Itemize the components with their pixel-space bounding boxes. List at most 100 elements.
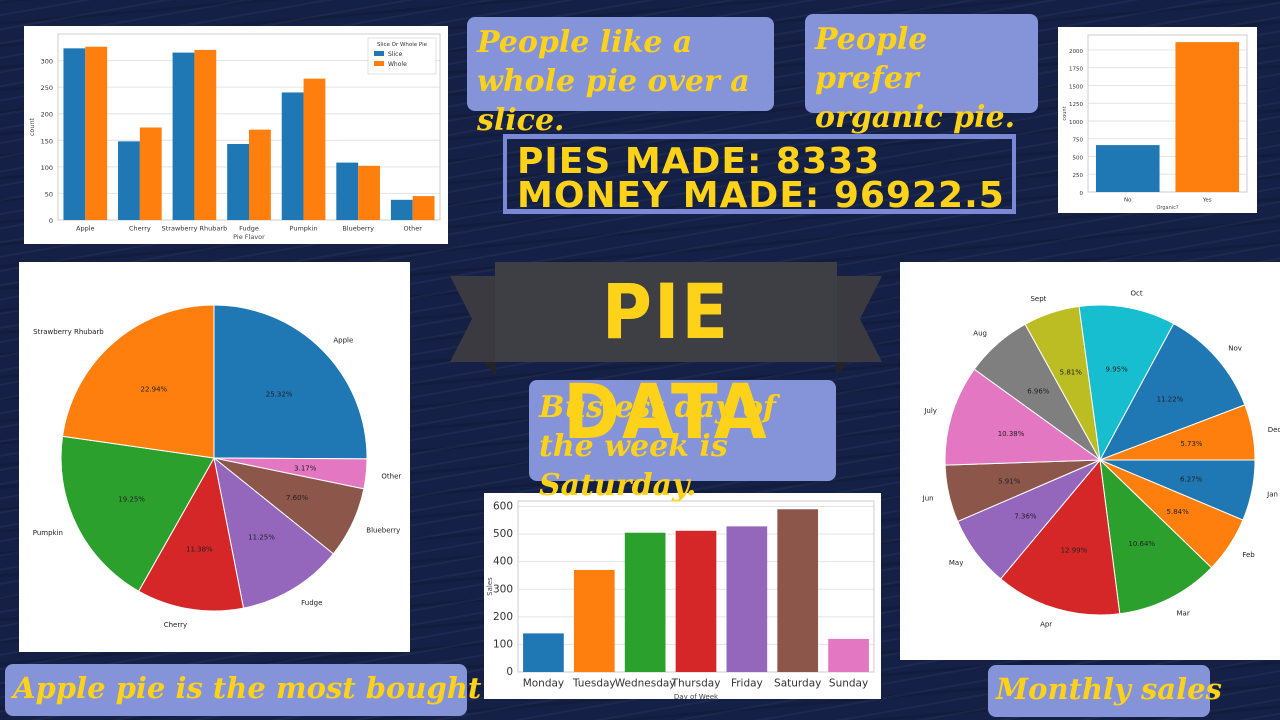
- pie-slice: [1098, 322, 1246, 461]
- ribbon-fold-right: [836, 362, 848, 376]
- y-tick-label: 1750: [1069, 67, 1083, 73]
- y-tick-label: 400: [493, 556, 513, 568]
- y-tick-label: 0: [506, 666, 513, 678]
- pie-category-label: Other: [381, 473, 401, 481]
- bar: [227, 144, 249, 220]
- x-tick-label: Other: [403, 225, 422, 233]
- pie-category-label: Jan: [1266, 491, 1278, 499]
- pie-pct-label: 11.22%: [1157, 396, 1184, 404]
- pie-category-label: Nov: [1228, 345, 1242, 353]
- pie-slice: [1078, 304, 1175, 462]
- y-tick-label: 300: [493, 583, 513, 595]
- y-tick-label: 500: [493, 528, 513, 540]
- pie-category-label: Cherry: [164, 621, 187, 629]
- x-tick-label: No: [1124, 198, 1132, 204]
- legend-swatch: [374, 61, 384, 66]
- y-tick-label: 200: [493, 611, 513, 623]
- bar: [336, 162, 359, 220]
- y-axis-label: count: [28, 117, 36, 136]
- bar: [85, 46, 108, 220]
- ribbon-fold-left: [484, 362, 496, 376]
- legend-title: Slice Or Whole Pie: [377, 42, 428, 48]
- pie-pct-label: 11.25%: [248, 534, 275, 542]
- bar: [303, 78, 326, 220]
- y-tick-label: 1250: [1069, 102, 1083, 108]
- y-tick-label: 2000: [1069, 49, 1083, 55]
- x-tick-label: Saturday: [774, 678, 821, 690]
- x-tick-label: Monday: [523, 678, 564, 690]
- bar: [281, 92, 304, 220]
- pie-pct-label: 25.32%: [266, 390, 293, 398]
- pie-slice: [60, 435, 215, 592]
- pie-pct-label: 7.60%: [286, 494, 309, 502]
- note-busiest-day: Busiest day of the week is Saturday.: [529, 380, 836, 503]
- pie-category-label: Sept: [1030, 295, 1046, 303]
- pie-slice: [213, 304, 368, 460]
- pie-pct-label: 5.81%: [1060, 369, 1083, 377]
- pie-pct-label: 12.99%: [1061, 546, 1088, 554]
- pie-slice: [999, 458, 1121, 616]
- pie-pct-label: 6.27%: [1180, 475, 1203, 483]
- x-tick-label: Cherry: [129, 225, 151, 233]
- y-tick-label: 0: [49, 217, 53, 225]
- title-banner-ribbon: [450, 276, 882, 376]
- y-tick-label: 250: [41, 84, 53, 92]
- pie-pct-label: 3.17%: [294, 465, 317, 473]
- pie-pct-label: 11.38%: [186, 546, 213, 554]
- y-tick-label: 150: [41, 137, 53, 145]
- bar: [726, 526, 768, 672]
- bar: [390, 199, 413, 220]
- bar: [1095, 145, 1160, 192]
- x-tick-label: Apple: [76, 225, 95, 233]
- legend-label: Slice: [388, 51, 402, 58]
- x-tick-label: Friday: [731, 678, 763, 690]
- bar: [573, 569, 615, 672]
- pie-slice: [138, 456, 245, 612]
- pie-category-label: Jun: [922, 494, 934, 502]
- y-tick-label: 1000: [1069, 120, 1083, 126]
- x-tick-label: Pumpkin: [290, 225, 318, 233]
- y-tick-label: 100: [493, 638, 513, 650]
- bar: [624, 532, 666, 672]
- bar: [249, 129, 271, 220]
- flavor-count-chart: 0 50 100 150 200 250 300 Apple Cherry Strawberry …: [24, 26, 448, 244]
- x-tick-label: Fudge: [239, 225, 259, 233]
- pie-category-label: Feb: [1242, 551, 1255, 559]
- pie-category-label: Blueberry: [366, 527, 400, 535]
- pie-category-label: Pumpkin: [33, 529, 63, 537]
- flavor-pie-svg: 25.32% Apple 3.17% Other 7.60% Blueberry 11.25…: [33, 304, 401, 629]
- pie-pct-label: 22.94%: [141, 386, 168, 394]
- bar: [63, 48, 86, 220]
- bar: [1175, 42, 1240, 193]
- pie-pct-label: 10.38%: [998, 430, 1025, 438]
- monthly-pie-svg: 6.27% Jan 5.84% Feb 10.64% Mar 12.99% Apr 7.36% M…: [922, 289, 1280, 628]
- organic-count-chart: 0 250 500 750 1000 1250 1500 1750 2000 No Yes Organ…: [1058, 27, 1257, 213]
- y-tick-label: 1500: [1069, 84, 1083, 90]
- ribbon-right: [836, 276, 882, 362]
- pie-category-label: Apple: [333, 336, 353, 344]
- pie-category-label: May: [949, 559, 963, 567]
- y-axis-label: count: [1062, 106, 1068, 120]
- pies-made-stat: PIES MADE: 8333: [517, 141, 881, 182]
- legend-swatch: [374, 51, 384, 56]
- x-tick-label: Yes: [1202, 198, 1212, 204]
- flavor-pie-chart: 25.32% Apple 3.17% Other 7.60% Blueberry 11.25…: [19, 262, 410, 652]
- y-axis-label: Sales: [486, 577, 494, 596]
- page-title: PIE DATA: [495, 262, 837, 456]
- pie-slice: [944, 368, 1102, 466]
- flavor-count-svg: 0 50 100 150 200 250 300 Apple Cherry Strawberry …: [28, 33, 441, 241]
- note-monthly: Monthly sales: [988, 665, 1222, 717]
- x-tick-label: Blueberry: [342, 225, 374, 233]
- bar: [194, 49, 217, 220]
- stats-box: PIES MADE: 8333 MONEY MADE: 96922.5: [503, 134, 1016, 214]
- bar: [172, 52, 195, 220]
- pie-pct-label: 19.25%: [118, 495, 145, 503]
- day-sales-svg: 0 100 200 300 400 500 600 Monday Tuesday Wednesda…: [486, 500, 875, 699]
- plot-frame: [1087, 34, 1248, 193]
- note-whole-vs-slice: People like a whole pie over a slice.: [467, 17, 774, 138]
- bar: [118, 141, 140, 220]
- pie-slice: [213, 456, 335, 609]
- bar: [675, 530, 717, 672]
- pie-pct-label: 6.96%: [1027, 387, 1050, 395]
- pie-category-label: Aug: [973, 329, 987, 337]
